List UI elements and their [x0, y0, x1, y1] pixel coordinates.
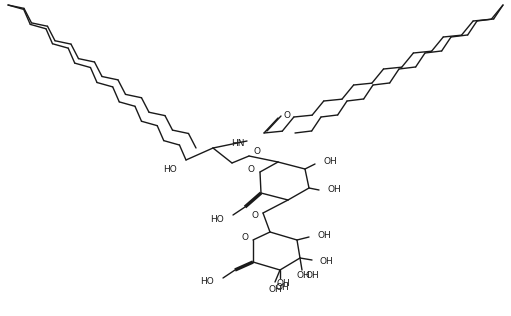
- Text: O: O: [251, 211, 258, 221]
- Text: OH: OH: [275, 283, 289, 293]
- Text: OH: OH: [306, 271, 320, 281]
- Text: OH: OH: [268, 285, 282, 295]
- Text: HO: HO: [200, 277, 214, 287]
- Text: OH: OH: [327, 185, 341, 195]
- Text: OH: OH: [320, 257, 334, 265]
- Text: HO: HO: [210, 215, 224, 223]
- Text: O: O: [241, 234, 248, 242]
- Text: HN: HN: [231, 138, 245, 148]
- Text: HO: HO: [163, 166, 177, 174]
- Text: O: O: [253, 148, 260, 156]
- Text: OH: OH: [317, 230, 331, 240]
- Text: O: O: [284, 112, 291, 120]
- Text: OH: OH: [276, 279, 290, 289]
- Text: O: O: [248, 166, 255, 174]
- Text: OH: OH: [323, 156, 337, 166]
- Text: OH: OH: [296, 271, 310, 281]
